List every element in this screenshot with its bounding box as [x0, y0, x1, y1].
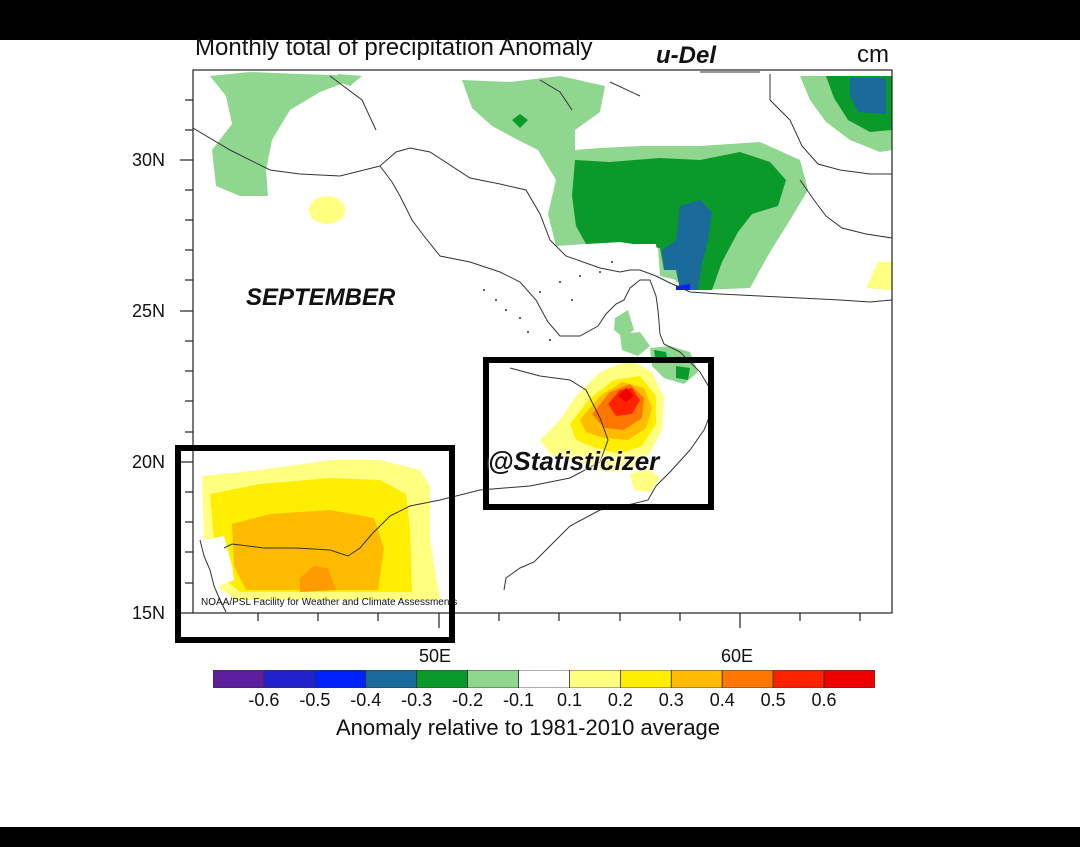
credit-text: NOAA/PSL Facility for Weather and Climat…	[201, 597, 458, 608]
anomaly-region-oman-coast-yellow	[630, 468, 660, 492]
southwest-highlight-box	[175, 445, 455, 643]
watermark-handle: @Statisticizer	[488, 446, 660, 476]
oman-highlight-box	[483, 357, 714, 510]
colorbar-tick-label: -0.2	[452, 690, 484, 710]
colorbar-swatch	[823, 670, 875, 688]
colorbar-swatch	[518, 670, 570, 688]
anomaly-region-iran-blue-small	[676, 284, 690, 290]
source-tag: u-Del	[656, 42, 716, 69]
colorbar	[213, 670, 875, 688]
lon-tick-60e: 60E	[721, 646, 754, 666]
lat-tick-25n: 25N	[131, 301, 165, 321]
anomaly-region-uae-green	[614, 310, 634, 338]
map-title: Monthly total of precipitation Anomaly	[195, 34, 593, 61]
anomaly-region-iran-blue	[662, 200, 712, 290]
missing-data-mask	[586, 244, 676, 292]
anomaly-region-east-yellow	[866, 262, 892, 290]
colorbar-tick-label: 0.3	[658, 690, 684, 710]
colorbar-swatch	[467, 670, 519, 688]
anomaly-region-nw-light-green-2	[338, 74, 362, 86]
coastline-islands	[483, 261, 613, 341]
colorbar-tick-label: -0.4	[350, 690, 382, 710]
lat-tick-30n: 30N	[131, 150, 165, 170]
anomaly-region-nw-light-green	[210, 72, 362, 196]
colorbar-swatch	[670, 670, 723, 688]
colorbar-tick-label: 0.6	[811, 690, 837, 710]
anomaly-region-oman-green-dark-2	[676, 366, 690, 380]
anomaly-region-oman-dark-red	[618, 388, 634, 402]
lat-tick-15n: 15N	[131, 603, 165, 623]
colorbar-tick-label: -0.6	[248, 690, 280, 710]
colorbar-swatch	[213, 670, 265, 688]
anomaly-region-ne-blue	[850, 78, 886, 114]
colorbar-swatch	[619, 670, 672, 688]
colorbar-swatch	[721, 670, 774, 688]
lon-tick-50e: 50E	[419, 646, 452, 666]
anomaly-region-uae-green-2	[620, 332, 650, 356]
month-label: SEPTEMBER	[246, 284, 396, 311]
colorbar-tick-label: -0.3	[401, 690, 433, 710]
colorbar-tick-label: 0.4	[709, 690, 735, 710]
colorbar-swatch	[569, 670, 621, 688]
colorbar-swatch	[365, 670, 418, 688]
colorbar-swatch	[772, 670, 825, 688]
colorbar-swatch	[263, 670, 316, 688]
bottom-black-bar	[0, 827, 1080, 847]
axis-ticks	[180, 99, 861, 628]
anomaly-region-yemen-orange	[232, 510, 384, 590]
colorbar-tick-label: 0.1	[556, 690, 582, 710]
lat-tick-20n: 20N	[131, 452, 165, 472]
colorbar-tick-label: -0.5	[299, 690, 331, 710]
colorbar-swatch	[416, 670, 469, 688]
colorbar-tick-label: 0.5	[760, 690, 786, 710]
unit-label: cm	[857, 41, 889, 68]
anomaly-region-iran-green-spot	[512, 114, 528, 128]
top-black-bar	[0, 0, 1080, 40]
colorbar-tick-label: -0.1	[503, 690, 535, 710]
anomaly-region-yemen-dark-orange	[300, 566, 336, 592]
colorbar-tick-label: 0.2	[607, 690, 633, 710]
anomaly-region-iraq-yellow	[309, 196, 345, 224]
colorbar-title: Anomaly relative to 1981-2010 average	[336, 715, 721, 740]
colorbar-swatch	[314, 670, 367, 688]
